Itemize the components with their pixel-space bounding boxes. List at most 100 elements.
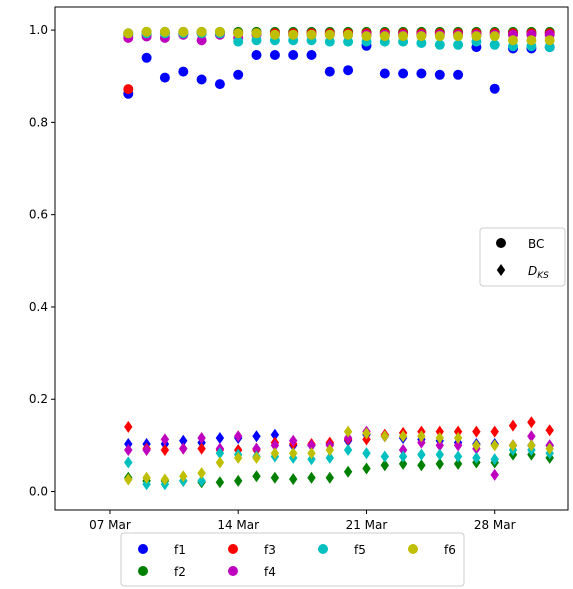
point-f6-dks (453, 432, 463, 444)
point-f2-dks (234, 474, 243, 487)
point-f6-dks (124, 473, 133, 486)
point-f2-dks (307, 471, 316, 484)
point-f6-dks (252, 451, 261, 464)
point-f5-dks (417, 448, 426, 461)
y-tick-label: 0.2 (29, 392, 48, 406)
point-f4-dks (398, 444, 408, 456)
legend-swatch-f1 (138, 544, 148, 554)
y-tick-label: 1.0 (29, 23, 48, 37)
point-f6-bc (526, 35, 537, 46)
point-f1-bc (453, 69, 464, 80)
point-f6-dks (380, 430, 389, 443)
point-f6-bc (471, 31, 482, 42)
point-f6-dks (234, 451, 243, 464)
point-f4-dks (435, 439, 444, 452)
point-f6-dks (325, 444, 334, 456)
marker-legend-label: BC (528, 237, 544, 251)
point-f2-dks (362, 462, 371, 475)
point-f1-bc (196, 74, 207, 85)
point-f2-dks (325, 471, 334, 484)
legend-swatch-f2 (138, 566, 148, 576)
point-f6-bc (233, 28, 244, 39)
legend-label-f3: f3 (264, 543, 276, 557)
point-f6-bc (324, 29, 335, 40)
point-f4-dks (453, 439, 463, 452)
point-f5-bc (434, 39, 445, 50)
point-f6-dks (398, 430, 408, 443)
point-f1-dks (215, 432, 225, 444)
point-f2-dks (453, 457, 463, 470)
point-f6-bc (214, 26, 225, 37)
point-f3-dks (435, 425, 444, 438)
point-f6-dks (289, 447, 298, 460)
point-f5-dks (490, 453, 499, 466)
point-f6-dks (160, 473, 170, 486)
point-f6-bc (288, 29, 299, 40)
point-f6-bc (398, 31, 409, 42)
point-f6-bc (123, 28, 134, 39)
point-f3-dks (197, 442, 206, 455)
point-f4-dks (124, 444, 133, 456)
point-f6-bc (508, 35, 518, 46)
point-f4-dks (490, 468, 499, 481)
point-f6-bc (489, 31, 500, 42)
legend-swatch-f4 (228, 566, 238, 576)
point-f1-bc (434, 69, 445, 80)
point-f6-dks (417, 430, 426, 443)
x-tick-label: 14 Mar (217, 518, 259, 532)
point-f6-bc (361, 31, 372, 42)
point-f6-dks (362, 427, 371, 440)
point-f2-dks (289, 473, 298, 486)
point-f6-dks (307, 447, 316, 460)
point-f5-dks (453, 450, 463, 463)
point-f3-dks (160, 444, 170, 456)
point-f6-bc (306, 29, 317, 40)
point-f1-bc (489, 83, 500, 94)
point-f1-bc (141, 52, 152, 63)
point-f1-bc (159, 72, 170, 83)
y-tick-label: 0.0 (29, 485, 48, 499)
point-f6-bc (434, 31, 445, 42)
point-f2-dks (417, 459, 426, 472)
legend-label-f6: f6 (444, 543, 456, 557)
legend-label-f4: f4 (264, 565, 276, 579)
point-f4-bc (196, 35, 207, 46)
point-f5-dks (142, 478, 151, 491)
axes-frame (54, 6, 569, 511)
point-f1-bc (269, 50, 280, 60)
x-tick-label: 28 Mar (474, 518, 516, 532)
point-f1-bc (233, 69, 244, 80)
point-f6-dks (270, 447, 280, 460)
point-f6-dks (142, 471, 151, 484)
point-f4-dks (160, 433, 170, 446)
point-f2-dks (270, 471, 280, 484)
marker-legend-box (479, 227, 566, 287)
point-f3-bc (123, 84, 134, 95)
point-f2-dks (380, 459, 389, 472)
point-f5-bc (453, 39, 464, 50)
point-f6-dks (179, 470, 188, 483)
legend-label-f5: f5 (354, 543, 366, 557)
point-f4-dks (142, 444, 151, 456)
point-f5-bc (343, 36, 354, 47)
point-f4-dks (417, 436, 426, 449)
point-f6-bc (141, 26, 152, 37)
point-f4-dks (289, 434, 298, 447)
legend-diamond-marker (496, 264, 506, 276)
point-f6-bc (269, 29, 280, 40)
point-f5-bc (324, 36, 335, 47)
point-f4-dks (307, 439, 316, 452)
y-tick-label: 0.4 (29, 300, 48, 314)
point-f5-dks (124, 456, 133, 469)
point-f5-dks (362, 447, 371, 460)
point-f6-bc (159, 26, 170, 37)
y-tick-label: 0.6 (29, 208, 48, 222)
point-f1-bc (214, 79, 225, 90)
point-f6-dks (343, 425, 353, 438)
point-f5-bc (489, 39, 500, 50)
point-f1-bc (324, 66, 335, 77)
point-f6-bc (178, 26, 189, 37)
point-f2-dks (252, 470, 261, 483)
